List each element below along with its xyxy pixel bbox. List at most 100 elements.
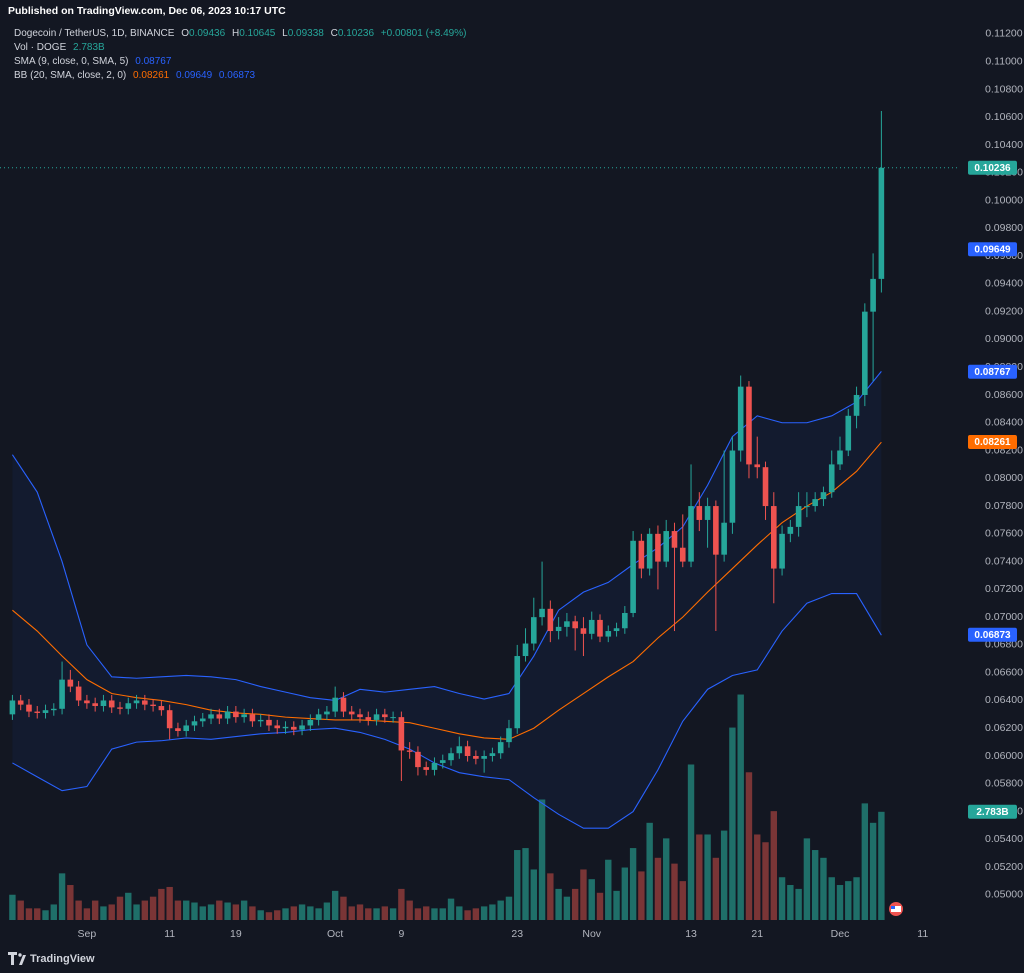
candle-body — [746, 386, 752, 465]
volume-bar — [365, 908, 372, 920]
candle-body — [439, 760, 446, 763]
volume-bar — [563, 896, 571, 920]
volume-bar — [522, 848, 529, 920]
volume-bar — [9, 894, 16, 920]
volume-bar — [257, 910, 264, 920]
candle-body — [42, 710, 49, 713]
candle-body — [862, 311, 868, 395]
candle-body — [754, 464, 761, 468]
volume-bar — [845, 881, 852, 920]
volume-bar — [787, 885, 794, 920]
volume-bar — [149, 896, 157, 920]
candle-body — [17, 700, 24, 705]
logo-dot — [18, 953, 22, 957]
volume-bar — [778, 877, 786, 920]
candle-body — [597, 619, 603, 637]
y-tick-label: 0.05000 — [985, 889, 1023, 901]
candle-body — [241, 714, 247, 718]
candle-body — [547, 608, 554, 632]
y-tick-label: 0.10000 — [985, 194, 1023, 206]
volume-bar — [83, 908, 91, 920]
volume-bar — [828, 877, 835, 920]
candle-body — [704, 506, 711, 520]
last-price-badge: 0.10236 — [974, 163, 1011, 174]
y-tick-label: 0.08600 — [985, 389, 1023, 401]
candle-body — [481, 756, 487, 759]
footer-bar — [0, 946, 1024, 973]
legend-sma-name: SMA (9, close, 0, SMA, 5) — [14, 56, 129, 67]
volume-badge-bg — [968, 804, 1017, 819]
volume-bar — [373, 908, 380, 920]
volume-bar — [174, 900, 182, 920]
candles-layer — [0, 111, 960, 782]
candle-body — [729, 450, 736, 523]
candle-body — [497, 742, 504, 754]
volume-bar — [613, 890, 620, 920]
candle-body — [431, 762, 438, 770]
x-tick-label: 13 — [685, 928, 697, 940]
volume-bar — [265, 912, 273, 920]
bb-basis-line — [12, 441, 882, 740]
volume-bar — [729, 727, 736, 920]
volume-bar — [447, 898, 455, 920]
legend-sma-row: SMA (9, close, 0, SMA, 5) 0.08767 — [14, 55, 470, 69]
candle-body — [340, 697, 347, 712]
volume-bar — [331, 890, 339, 920]
candle-body — [249, 714, 256, 722]
volume-bar — [547, 873, 554, 920]
volume-bar — [125, 892, 132, 920]
volume-bar — [42, 910, 49, 920]
volume-bar — [696, 834, 703, 920]
legend-bb-upper: 0.09649 — [175, 70, 213, 81]
sma-badge-bg — [968, 364, 1017, 379]
x-tick-label: Oct — [327, 928, 343, 940]
bb-upper-badge-bg — [968, 242, 1017, 257]
volume-bar — [514, 850, 521, 920]
published-note: Published on TradingView.com, Dec 06, 20… — [8, 5, 286, 17]
vol-layer — [9, 694, 885, 920]
volume-bar — [224, 902, 231, 920]
candle-body — [779, 533, 785, 569]
candle-body — [84, 700, 90, 704]
volume-bar — [431, 908, 438, 920]
volume-bar — [654, 857, 662, 920]
volume-bar — [240, 900, 248, 920]
candle-body — [522, 643, 529, 657]
badges-layer: 0.10236 0.09649 0.08767 0.08261 0.06873 2.783… — [968, 160, 1017, 819]
candle-body — [266, 719, 272, 726]
legend-bb-basis: 0.08261 — [133, 70, 170, 81]
y-tick-label: 0.05800 — [985, 778, 1023, 790]
candle-body — [605, 631, 612, 637]
bb-lower-line — [12, 592, 882, 829]
x-tick-label: 19 — [230, 928, 242, 940]
legend-h-letter: H — [231, 28, 240, 39]
volume-bar — [298, 904, 306, 920]
candle-body — [804, 506, 810, 508]
candle-body — [348, 711, 355, 715]
volume-bar — [762, 842, 769, 920]
candle-body — [290, 726, 297, 730]
x-tick-label: Sep — [78, 928, 97, 940]
candle-body — [870, 278, 876, 312]
x-tick-label: 9 — [398, 928, 404, 940]
y-tick-label: 0.06400 — [985, 694, 1023, 706]
volume-bar — [878, 811, 885, 920]
candle-body — [580, 628, 587, 634]
volume-bar — [91, 900, 99, 920]
candle-body — [679, 547, 686, 562]
candle-body — [588, 619, 595, 634]
y-tick-label: 0.05200 — [985, 861, 1023, 873]
legend-high: 0.10645 — [239, 28, 276, 39]
bb-upper-line — [11, 371, 882, 702]
candle-body — [845, 415, 852, 451]
last-price-badge-bg — [968, 160, 1017, 175]
legend-o-letter: O — [181, 28, 190, 39]
candle-body — [373, 714, 380, 720]
volume-bar — [663, 838, 670, 920]
volume-bar — [745, 772, 753, 920]
volume-bar — [704, 834, 711, 920]
candle-body — [638, 540, 645, 569]
legend-close: 0.10236 — [337, 28, 375, 39]
candle-body — [787, 526, 794, 534]
candle-body — [489, 753, 496, 757]
